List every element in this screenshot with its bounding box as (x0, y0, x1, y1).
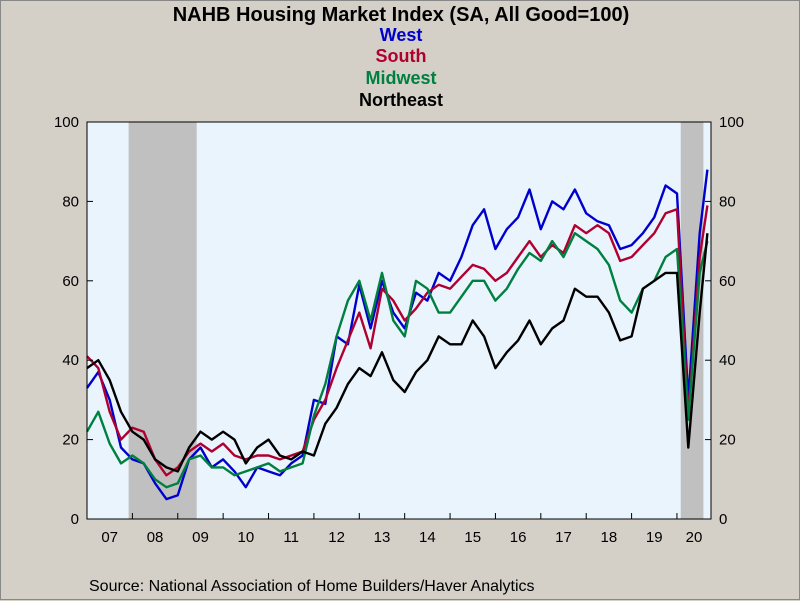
x-tick-label: 09 (192, 529, 209, 546)
x-tick-label: 15 (464, 529, 481, 546)
y-tick-label-left: 100 (54, 114, 79, 131)
x-tick-label: 19 (646, 529, 663, 546)
series-line-midwest (85, 232, 709, 489)
y-tick-label-left: 60 (62, 273, 79, 290)
y-tick-label-right: 0 (719, 511, 727, 528)
y-tick-label-left: 20 (62, 432, 79, 449)
legend-midwest: Midwest (365, 68, 437, 88)
x-tick-label: 08 (147, 529, 164, 546)
y-tick-label-left: 40 (62, 352, 79, 369)
legend-west: West (379, 25, 423, 45)
legend-northeast: Northeast (358, 90, 443, 110)
y-tick-label-left: 80 (62, 193, 79, 210)
y-tick-label-right: 100 (719, 114, 744, 131)
series-line-west (86, 169, 709, 501)
series-line-south (86, 205, 709, 477)
x-tick-label: 07 (101, 529, 118, 546)
x-tick-label: 16 (510, 529, 527, 546)
x-tick-label: 11 (283, 529, 299, 546)
plot-border (86, 121, 712, 520)
series-line-northeast (86, 233, 709, 473)
x-tick-label: 17 (555, 529, 572, 546)
x-tick-label: 13 (374, 529, 391, 546)
x-tick-label: 12 (328, 529, 345, 546)
y-tick-label-right: 80 (719, 193, 736, 210)
y-tick-label-right: 20 (719, 432, 736, 449)
x-tick-label: 14 (419, 529, 436, 546)
y-tick-label-right: 60 (719, 273, 736, 290)
source-note: Source: National Association of Home Bui… (89, 578, 535, 595)
x-tick-label: 20 (686, 529, 703, 546)
chart-title: NAHB Housing Market Index (SA, All Good=… (172, 4, 630, 26)
legend-south: South (375, 46, 427, 66)
x-tick-label: 10 (237, 529, 254, 546)
y-tick-label-left: 0 (71, 511, 79, 528)
y-tick-label-right: 40 (719, 352, 736, 369)
x-tick-label: 18 (601, 529, 618, 546)
